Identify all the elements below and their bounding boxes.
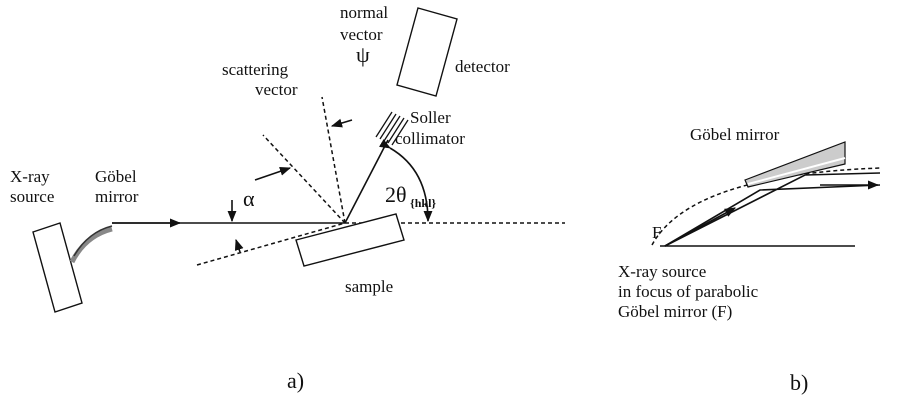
label-focus: F bbox=[652, 223, 661, 242]
label-scattering-vector: scattering bbox=[222, 60, 289, 79]
label-soller: collimator bbox=[395, 129, 465, 148]
xray-source-box bbox=[32, 222, 83, 313]
label-xray-source: source bbox=[10, 187, 54, 206]
angle-arrow bbox=[254, 167, 292, 181]
label-alpha: α bbox=[243, 186, 255, 211]
ray-2 bbox=[664, 172, 881, 247]
label-psi: ψ bbox=[356, 42, 370, 67]
label-two-theta: 2θ bbox=[385, 182, 407, 207]
label-normal-vector: normal bbox=[340, 3, 388, 22]
two-theta-arc bbox=[379, 139, 433, 223]
label-sample: sample bbox=[345, 277, 393, 296]
mirror-edge bbox=[73, 225, 113, 257]
panel-label-a: a) bbox=[287, 368, 304, 393]
label-scattering-vector: vector bbox=[255, 80, 298, 99]
label-detector: detector bbox=[455, 57, 510, 76]
sample-box bbox=[295, 213, 405, 267]
panel-b: Göbel mirror F X-ray source in focus of … bbox=[618, 125, 881, 395]
caption-b: X-ray source bbox=[618, 262, 706, 281]
panel-label-b: b) bbox=[790, 370, 808, 395]
caption-b: Göbel mirror (F) bbox=[618, 302, 732, 321]
detector-box bbox=[396, 7, 458, 97]
label-normal-vector: vector bbox=[340, 25, 383, 44]
scattered-beam bbox=[344, 139, 389, 224]
label-mirror-b: Göbel mirror bbox=[690, 125, 780, 144]
caption-b: in focus of parabolic bbox=[618, 282, 759, 301]
ray-arrow bbox=[664, 207, 736, 247]
panel-a: X-ray source Göbel mirror α scattering v… bbox=[10, 3, 565, 393]
mirror-layer bbox=[747, 157, 846, 185]
label-mirror: mirror bbox=[95, 187, 139, 206]
alpha-arrow-2 bbox=[234, 238, 244, 253]
ray-1 bbox=[664, 184, 881, 247]
label-soller: Soller bbox=[410, 108, 451, 127]
scattering-vector-line bbox=[262, 134, 346, 224]
gobel-mirror-a bbox=[69, 226, 113, 264]
soller-collimator bbox=[375, 111, 409, 146]
label-two-theta-sub: {hkl} bbox=[410, 196, 436, 210]
normal-vector-line bbox=[321, 96, 346, 224]
gobel-mirror-b bbox=[744, 141, 846, 188]
psi-arrow bbox=[330, 118, 353, 128]
sample-surface-line bbox=[196, 222, 346, 266]
label-mirror: Göbel bbox=[95, 167, 137, 186]
label-xray-source: X-ray bbox=[10, 167, 50, 186]
parabola bbox=[651, 167, 881, 246]
